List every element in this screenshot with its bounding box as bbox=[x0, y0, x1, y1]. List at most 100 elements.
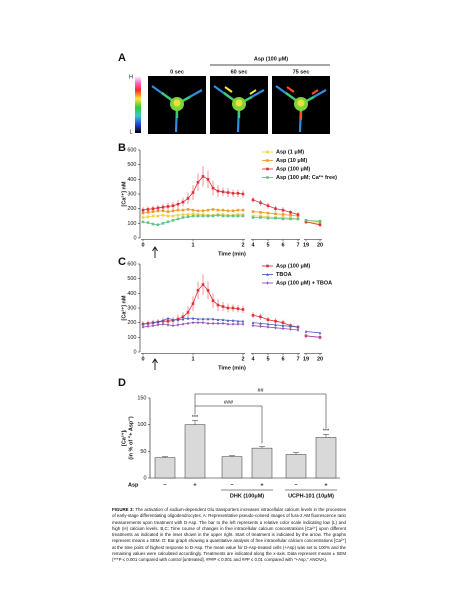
marker bbox=[151, 222, 155, 226]
marker bbox=[266, 325, 270, 329]
caption: FIGURE 3: The activation of sodium-depen… bbox=[112, 507, 346, 564]
marker bbox=[318, 331, 322, 335]
marker bbox=[166, 210, 170, 213]
bracket bbox=[194, 393, 327, 429]
y-tick-label: 0 bbox=[143, 475, 146, 481]
marker bbox=[274, 326, 277, 330]
marker bbox=[196, 213, 200, 216]
marker bbox=[166, 316, 170, 320]
marker bbox=[146, 208, 150, 211]
x-tick-label: 19 bbox=[303, 242, 309, 248]
marker bbox=[201, 317, 205, 321]
marker bbox=[166, 205, 170, 208]
marker bbox=[259, 201, 262, 205]
marker bbox=[241, 213, 245, 216]
series-line bbox=[305, 220, 321, 222]
marker bbox=[251, 324, 255, 328]
marker bbox=[186, 213, 190, 216]
marker bbox=[231, 191, 235, 195]
bar bbox=[251, 447, 273, 479]
image bbox=[210, 76, 268, 134]
error-bar bbox=[192, 420, 198, 425]
marker bbox=[251, 214, 255, 218]
marker bbox=[186, 215, 190, 219]
x-tick-label: 1 bbox=[191, 242, 194, 248]
x-tick-label: 4 bbox=[251, 356, 255, 362]
marker bbox=[166, 319, 170, 323]
marker bbox=[151, 214, 155, 218]
scale-high: H bbox=[129, 74, 133, 80]
x-tick-label: − bbox=[294, 482, 297, 488]
legend-label: Asp (100 μM; Ca²⁺ free) bbox=[276, 174, 337, 181]
marker bbox=[186, 197, 190, 200]
x-axis-label: Time (min) bbox=[218, 365, 246, 371]
bar bbox=[285, 454, 307, 479]
marker bbox=[211, 214, 215, 218]
x-tick-label: 7 bbox=[296, 242, 299, 248]
row-label: Asp bbox=[128, 482, 139, 488]
marker bbox=[289, 211, 292, 214]
image bbox=[272, 76, 330, 134]
marker bbox=[241, 192, 245, 196]
bracket bbox=[194, 405, 263, 444]
marker bbox=[241, 322, 245, 326]
bar bbox=[184, 424, 206, 479]
y-tick-label: 200 bbox=[127, 320, 136, 326]
marker bbox=[141, 220, 145, 224]
marker bbox=[221, 321, 225, 325]
marker bbox=[211, 186, 215, 190]
x-tick-label: + bbox=[260, 482, 263, 488]
error-bar bbox=[162, 456, 168, 458]
marker bbox=[181, 216, 185, 219]
marker bbox=[274, 207, 277, 210]
marker bbox=[171, 324, 175, 328]
marker bbox=[191, 212, 195, 216]
marker bbox=[171, 204, 175, 208]
marker bbox=[281, 321, 285, 324]
marker bbox=[146, 324, 150, 328]
panel-label: B bbox=[118, 142, 126, 154]
y-axis-label: [Ca²⁺] nM bbox=[120, 181, 127, 206]
series-line bbox=[305, 335, 321, 338]
marker bbox=[318, 219, 322, 223]
y-tick-label: 300 bbox=[127, 191, 136, 197]
marker bbox=[156, 214, 160, 218]
marker bbox=[259, 324, 262, 328]
marker bbox=[236, 214, 240, 218]
group-label: UCPH-101 (10μM) bbox=[288, 493, 334, 499]
marker bbox=[259, 321, 262, 325]
marker bbox=[281, 217, 285, 221]
marker bbox=[266, 264, 269, 268]
caption-label: FIGURE 3: bbox=[112, 507, 134, 512]
marker bbox=[196, 214, 200, 218]
image bbox=[148, 76, 206, 134]
error-bar bbox=[259, 446, 265, 449]
y-tick-label: 100 bbox=[137, 422, 146, 428]
marker bbox=[161, 322, 165, 326]
bar bbox=[221, 456, 243, 479]
marker bbox=[259, 216, 262, 219]
x-axis-label: Time (min) bbox=[218, 251, 246, 257]
y-tick-label: 400 bbox=[127, 291, 136, 297]
series-line bbox=[305, 331, 321, 334]
marker bbox=[281, 324, 285, 327]
marker bbox=[211, 208, 215, 211]
marker bbox=[231, 214, 235, 218]
marker bbox=[296, 213, 300, 216]
y-axis-label: (in % of "+ Asp") bbox=[128, 416, 134, 460]
marker bbox=[166, 220, 170, 224]
legend-label: Asp (10 μM) bbox=[276, 158, 307, 164]
marker bbox=[296, 328, 300, 332]
marker bbox=[304, 329, 308, 333]
marker bbox=[318, 223, 322, 227]
y-axis-label: [Ca²⁺]ᵢ bbox=[120, 430, 127, 446]
significance: *** bbox=[323, 429, 330, 435]
marker bbox=[191, 191, 195, 194]
marker bbox=[236, 319, 240, 323]
y-axis-label: [Ca²⁺] nM bbox=[120, 295, 127, 320]
marker bbox=[251, 321, 255, 324]
marker bbox=[266, 272, 269, 276]
marker bbox=[211, 317, 215, 321]
x-tick-label: 6 bbox=[281, 356, 284, 362]
